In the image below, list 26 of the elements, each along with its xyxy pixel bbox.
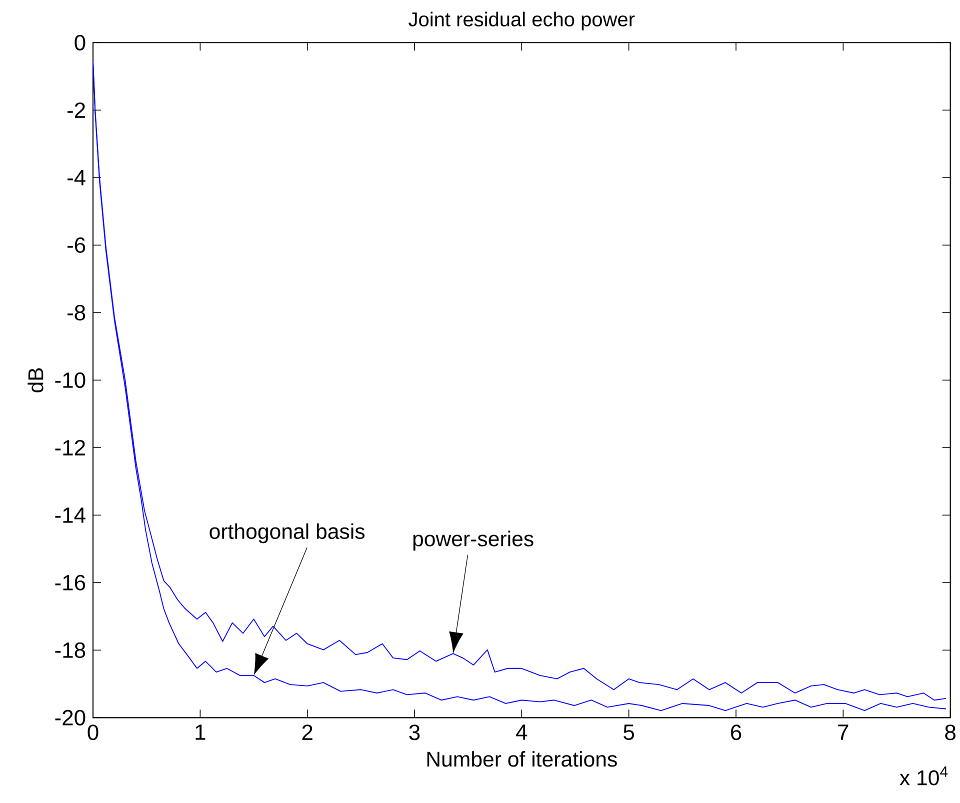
text: x 10$^{4}$	[900, 766, 948, 786]
x-tick-label: 1	[196, 724, 206, 740]
x-tick-label: 4	[516, 724, 528, 740]
y-tick-label: -18	[55, 642, 86, 658]
chart-title: Joint residual echo power	[408, 12, 635, 31]
y-tick-label: -20	[55, 710, 86, 726]
x-axis-title: Number of iterations	[427, 751, 617, 767]
y-tick-label: -16	[55, 575, 86, 591]
y-tick-label: -2	[67, 102, 85, 118]
x-tick-label: 8	[945, 724, 956, 740]
x-tick-label: 0	[88, 724, 98, 740]
x-tick-label: 3	[409, 724, 420, 740]
y-tick-label: -4	[67, 170, 86, 186]
y-tick-label: -12	[55, 440, 85, 456]
y-tick-label: -8	[67, 305, 86, 321]
x-tick-label: 6	[730, 724, 742, 740]
annotation: power-series	[413, 530, 534, 551]
y-tick-label: -14	[55, 508, 86, 523]
annotation: orthogonal basis	[210, 523, 365, 544]
x-tick-label: 2	[302, 724, 312, 740]
x-tick-label: 5	[624, 724, 634, 740]
x-tick-label: 7	[838, 724, 848, 740]
y-tick-label: -10	[55, 372, 86, 388]
y-axis-title: dB	[28, 368, 44, 392]
y-tick-label: 0	[74, 35, 86, 51]
y-tick-label: -6	[67, 238, 86, 254]
